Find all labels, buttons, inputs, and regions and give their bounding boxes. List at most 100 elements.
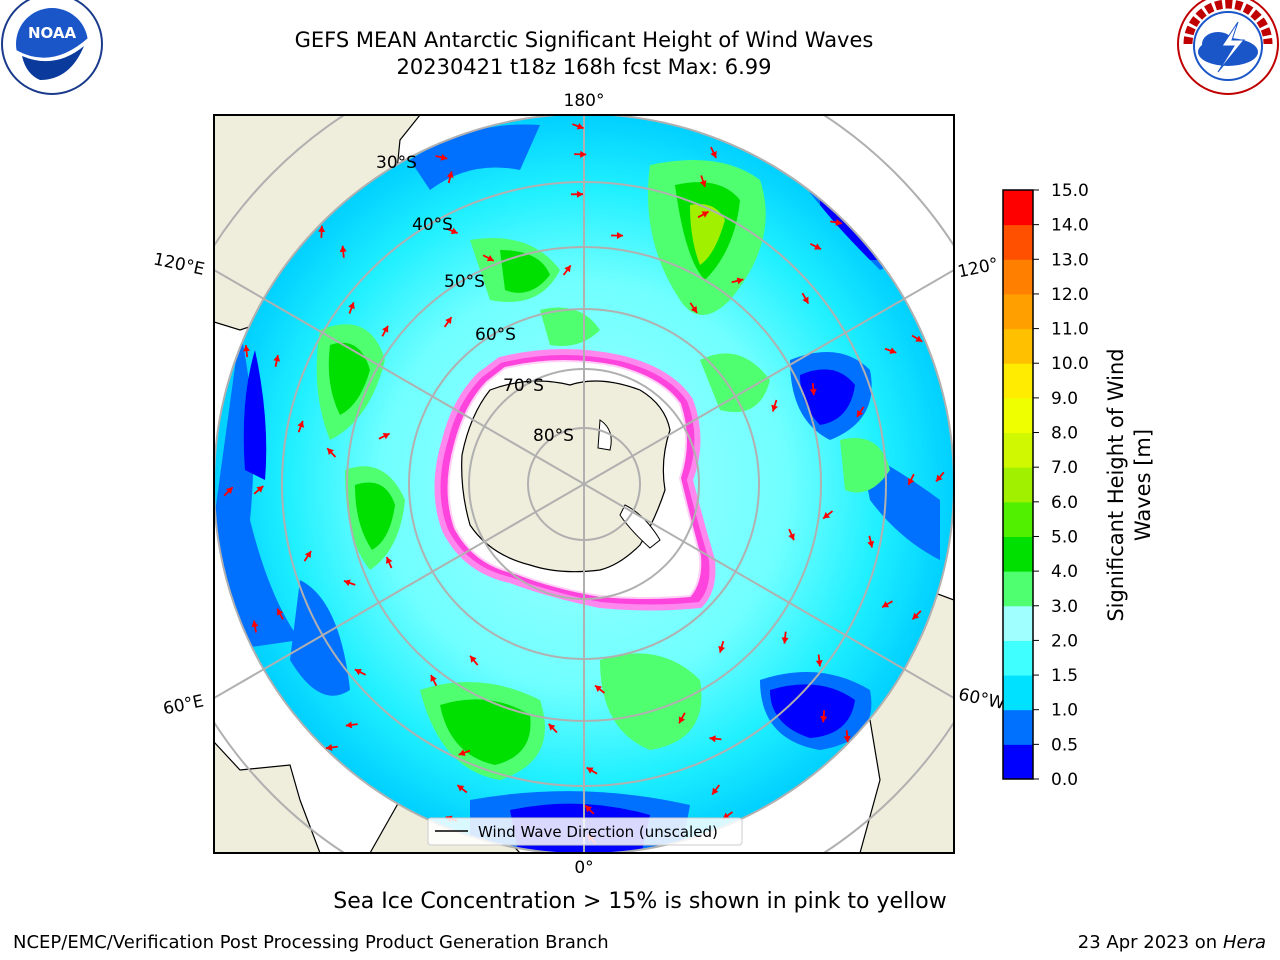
colorbar-tick-label: 13.0 [1051, 250, 1089, 270]
wind-arrow-head [450, 227, 458, 235]
wind-arrow-head [882, 601, 890, 608]
colorbar-swatch [1003, 224, 1033, 260]
wind-arrow-head [318, 225, 326, 232]
wind-arrow-head [585, 805, 592, 813]
wind-arrow-head [814, 243, 822, 250]
wind-arrow-head [458, 749, 466, 756]
colorbar-tick-label: 0.0 [1051, 770, 1078, 790]
wind-arrow-head [889, 347, 897, 355]
wind-arrow-head [440, 153, 448, 161]
wind-arrow-head [580, 150, 587, 158]
wind-arrow-head [908, 477, 915, 485]
wind-arrow-head [690, 305, 698, 313]
wind-arrow-head [835, 218, 842, 226]
lat-label-30s: 30°S [376, 153, 417, 173]
lat-label-50s: 50°S [444, 272, 485, 292]
wind-arrow-head [788, 533, 795, 541]
wind-arrow-head [256, 486, 264, 493]
wind-arrow-head [382, 433, 390, 440]
wind-arrow-head [722, 812, 730, 820]
colorbar-tick-label: 7.0 [1051, 458, 1078, 478]
legend-label: Wind Wave Direction (unscaled) [478, 823, 718, 841]
colorbar-swatch [1003, 293, 1033, 330]
wind-arrow-head [820, 716, 828, 723]
wind-arrow-head [343, 579, 351, 587]
colorbar-tick-label: 14.0 [1051, 216, 1089, 236]
colorbar-tick-label: 4.0 [1051, 562, 1078, 582]
wind-arrow-head [576, 190, 584, 198]
colorbar-swatch [1003, 675, 1033, 711]
colorbar-swatch [1003, 571, 1033, 607]
colorbar-swatch [1003, 259, 1033, 295]
colorbar-swatch [1003, 640, 1033, 676]
map-area: 30°S 40°S 50°S 60°S 70°S 80°S Wind Wave … [214, 115, 954, 853]
wind-arrow-head [382, 325, 389, 333]
colorbar: 0.0 0.5 1.0 1.5 2.0 3.0 4.0 5.0 6.0 7.0 8.0 9.0 10.0… [1002, 181, 1089, 790]
wind-arrow-head [843, 735, 851, 743]
wind-arrow-head [815, 660, 823, 667]
wind-arrow-head [277, 608, 284, 616]
wind-arrow-head [273, 355, 281, 362]
wind-arrow-head [823, 512, 831, 519]
wind-arrow-head [470, 655, 477, 663]
colorbar-tick-label: 1.5 [1051, 666, 1078, 686]
colorbar-swatch [1003, 605, 1033, 641]
colorbar-tick-label: 5.0 [1051, 527, 1078, 547]
wind-arrow-head [936, 474, 943, 482]
wind-arrow-head [576, 122, 584, 130]
wind-arrow-head [251, 620, 259, 628]
lon-label-180: 180° [564, 91, 605, 111]
wind-arrow-head [771, 404, 778, 412]
wind-arrow-head [586, 767, 594, 774]
colorbar-tick-label: 11.0 [1051, 320, 1089, 340]
lat-label-70s: 70°S [503, 376, 544, 396]
colorbar-swatch [1003, 190, 1033, 226]
wind-arrow-head [809, 388, 817, 396]
date-stamp: 23 Apr 2023 on Hera [1078, 932, 1266, 953]
wind-wave-arrows [223, 122, 945, 845]
noaa-logo-text: NOAA [28, 24, 77, 42]
wind-arrow-head [327, 448, 334, 455]
wind-arrow-head [712, 787, 719, 795]
wind-arrow-head [225, 487, 233, 494]
wind-arrow-head [718, 645, 726, 653]
lat-label-80s: 80°S [533, 426, 574, 446]
wind-arrow-head [912, 612, 920, 620]
wind-arrow-head [345, 721, 353, 729]
wind-arrow-head [678, 716, 686, 724]
lon-label-120e: 120°E [152, 250, 207, 280]
colorbar-swatch [1003, 744, 1033, 780]
wind-arrow-head [348, 302, 355, 310]
wind-arrow-head [354, 668, 362, 676]
wind-arrow-head [430, 674, 437, 682]
colorbar-swatch [1003, 432, 1033, 468]
wind-arrow-head [699, 180, 707, 187]
colorbar-border [1002, 189, 1034, 780]
wind-arrow-head [857, 409, 864, 417]
colorbar-tick-label: 2.0 [1051, 631, 1078, 651]
wind-arrow-head [457, 785, 465, 792]
wind-arrow-head [548, 723, 556, 731]
map-frame [213, 114, 955, 854]
noaa-logo-icon: NOAA [1, 0, 103, 95]
wind-arrow-head [617, 232, 624, 240]
colorbar-tick-label: 9.0 [1051, 389, 1078, 409]
wind-arrow-head [701, 211, 709, 218]
colorbar-swatch [1003, 501, 1033, 537]
colorbar-tick-label: 12.0 [1051, 285, 1089, 305]
colorbar-swatch [1003, 709, 1033, 745]
wind-arrow-head [736, 277, 744, 285]
wind-arrow-head [446, 171, 454, 179]
wind-arrow-head [709, 735, 716, 743]
wind-arrow-head [243, 345, 250, 352]
wind-arrow-head [304, 551, 312, 559]
lon-label-0: 0° [574, 858, 593, 878]
wind-arrow-head [802, 296, 809, 304]
colorbar-swatch [1003, 536, 1033, 572]
colorbar-swatch [1003, 363, 1033, 399]
lon-label-60w: 60°W [957, 685, 1007, 714]
chart-subtitle: 20230421 t18z 168h fcst Max: 6.99 [396, 55, 772, 79]
lon-label-60e: 60°E [161, 691, 205, 719]
date-text: 23 Apr 2023 on [1077, 932, 1223, 953]
colorbar-tick-label: 15.0 [1051, 181, 1089, 201]
